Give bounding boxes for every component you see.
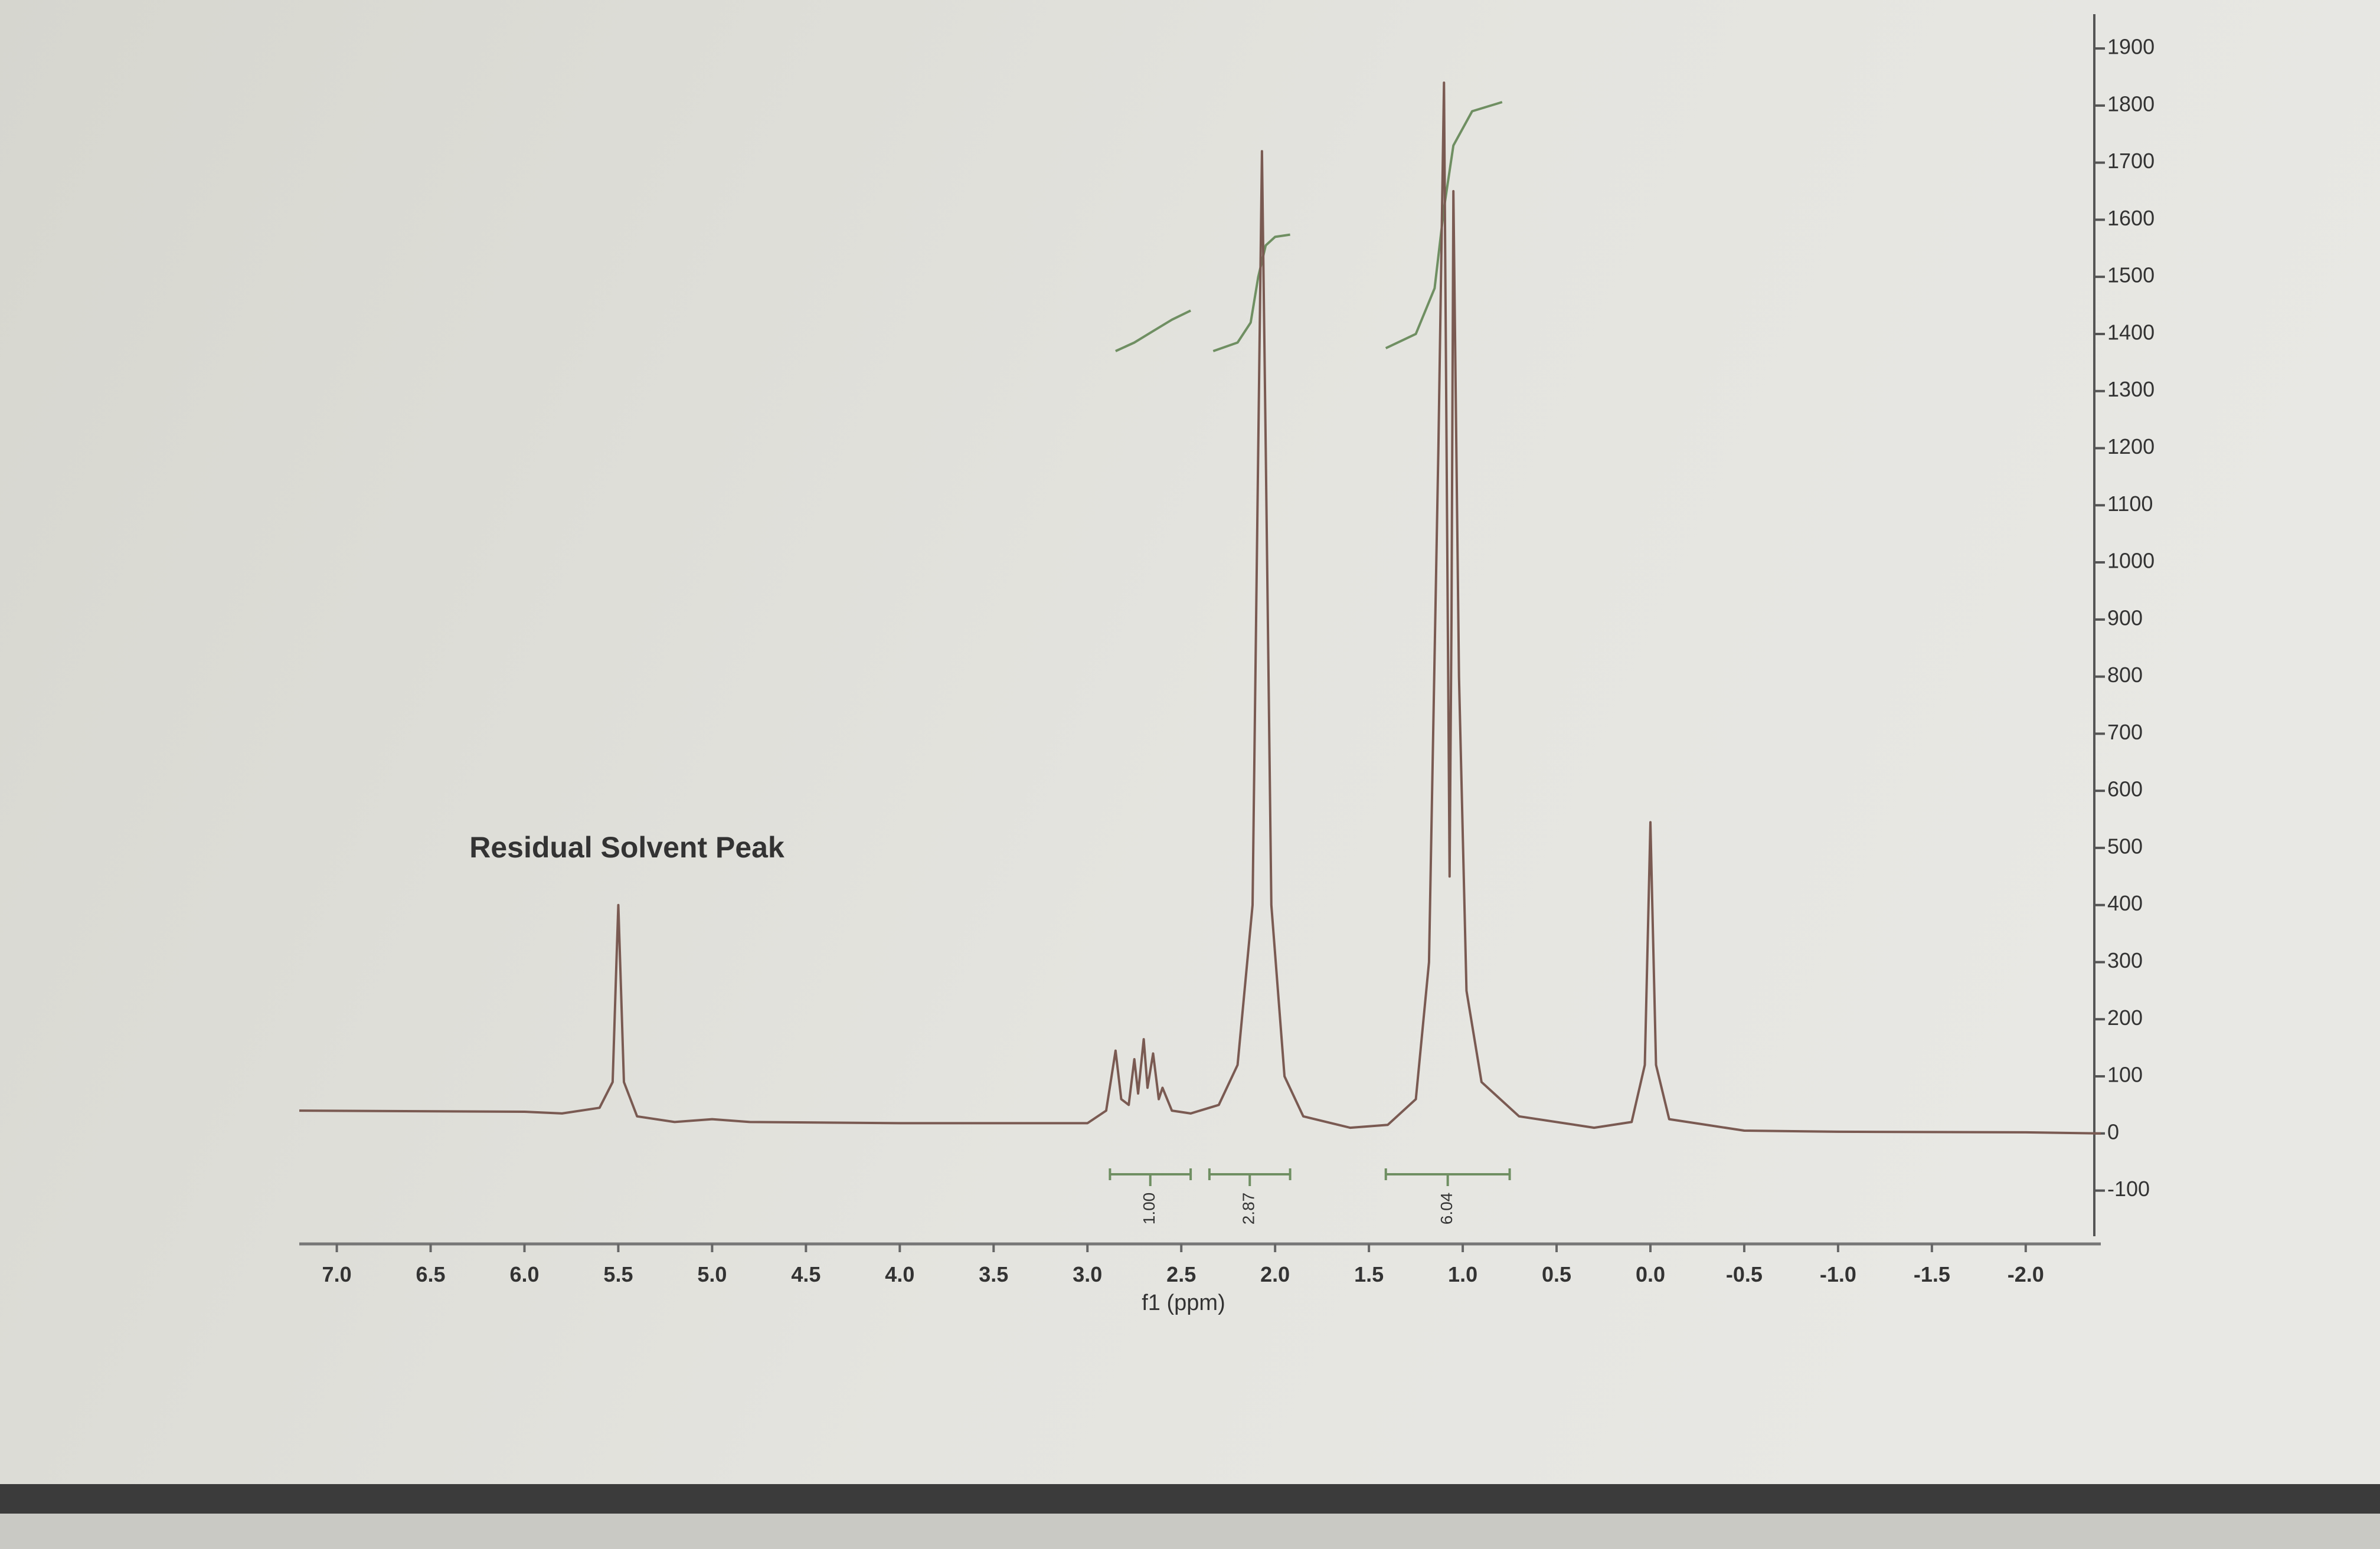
x-tick-label: 0.0 [1636, 1262, 1665, 1286]
x-tick-label: 6.0 [509, 1262, 539, 1286]
x-tick-label: -1.5 [1914, 1262, 1950, 1286]
x-tick-label: 3.0 [1073, 1262, 1102, 1286]
y-tick-label: 1400 [2107, 320, 2155, 344]
integral-curve [1115, 309, 1191, 352]
y-tick-label: 0 [2107, 1119, 2119, 1144]
x-tick-label: 7.0 [322, 1262, 352, 1286]
integral-label: 1.00 [1140, 1193, 1158, 1225]
y-tick-label: 1200 [2107, 434, 2155, 459]
y-tick-label: 1000 [2107, 549, 2155, 573]
y-tick-label: 400 [2107, 891, 2143, 915]
screen-bezel [0, 1484, 2380, 1514]
y-tick-label: 1800 [2107, 91, 2155, 116]
y-tick-label: 500 [2107, 834, 2143, 858]
y-tick-label: 1500 [2107, 263, 2155, 287]
x-tick-label: 4.5 [791, 1262, 820, 1286]
integral-curve [1212, 233, 1290, 352]
y-tick-label: 300 [2107, 948, 2143, 972]
x-tick-label: 1.0 [1448, 1262, 1477, 1286]
spectrum-line [299, 81, 2101, 1135]
x-tick-label: 5.0 [697, 1262, 727, 1286]
y-tick-label: 1100 [2107, 492, 2153, 516]
desk [0, 1514, 2380, 1549]
y-tick-label: -100 [2107, 1177, 2150, 1201]
y-tick-label: 600 [2107, 777, 2143, 801]
y-tick-label: 700 [2107, 720, 2143, 744]
x-tick-label: 6.5 [416, 1262, 446, 1286]
x-tick-label: 4.0 [885, 1262, 914, 1286]
y-tick-label: 1300 [2107, 377, 2155, 401]
x-tick-label: 2.5 [1166, 1262, 1196, 1286]
integral-label: 6.04 [1437, 1193, 1456, 1225]
x-tick-label: -0.5 [1726, 1262, 1763, 1286]
x-tick-label: 2.0 [1260, 1262, 1290, 1286]
y-tick-label: 900 [2107, 605, 2143, 630]
y-tick-label: 100 [2107, 1063, 2143, 1087]
x-tick-label: 3.5 [979, 1262, 1008, 1286]
x-tick-label: 1.5 [1354, 1262, 1384, 1286]
x-tick-label: -1.0 [1820, 1262, 1856, 1286]
x-axis-label: f1 (ppm) [1142, 1291, 1225, 1315]
y-tick-label: 1600 [2107, 206, 2155, 230]
y-tick-label: 1700 [2107, 149, 2155, 173]
y-tick-label: 200 [2107, 1006, 2143, 1030]
integral-label: 2.87 [1240, 1193, 1258, 1225]
x-tick-label: -2.0 [2008, 1262, 2044, 1286]
x-tick-label: 5.5 [603, 1262, 633, 1286]
x-tick-label: 0.5 [1542, 1262, 1571, 1286]
annotation: Residual Solvent Peak [469, 831, 784, 864]
y-tick-label: 800 [2107, 663, 2143, 687]
y-tick-label: 1900 [2107, 35, 2155, 59]
